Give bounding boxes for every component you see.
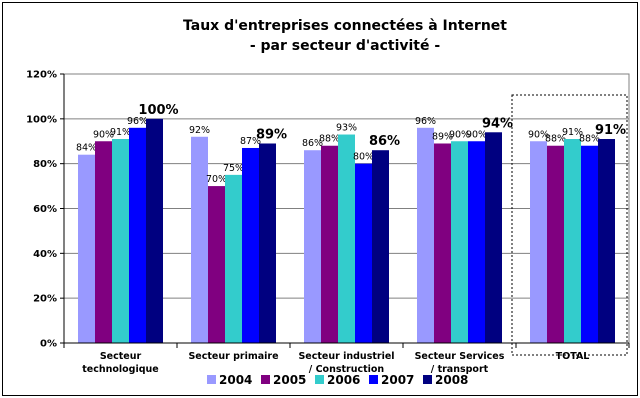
bar [581, 145, 598, 343]
data-label: 89% [256, 127, 287, 142]
y-tick-label: 120% [26, 70, 57, 81]
data-label: 96% [127, 116, 148, 127]
category-label: TOTAL [556, 351, 590, 362]
category-label: Secteur primaire [188, 351, 278, 362]
y-tick-label: 20% [33, 294, 57, 305]
legend-entry: 2005 [273, 373, 306, 387]
y-tick-label: 80% [33, 159, 57, 170]
y-tick-label: 40% [33, 249, 57, 260]
data-label: 94% [482, 116, 513, 131]
bar [129, 127, 146, 343]
bar [417, 127, 434, 343]
bar [451, 141, 468, 343]
bar [78, 154, 95, 343]
bar [321, 145, 338, 343]
chart-title-line1: Taux d'entreprises connectées à Internet [183, 18, 507, 34]
legend-swatch [369, 375, 378, 384]
legend-entry: 2006 [327, 373, 360, 387]
bar [598, 139, 615, 343]
data-label: 90% [93, 129, 114, 140]
data-label: 91% [595, 123, 626, 138]
bar [242, 147, 259, 343]
legend-swatch [261, 375, 270, 384]
bar [547, 145, 564, 343]
bar [208, 186, 225, 343]
bar [338, 134, 355, 343]
bar [304, 150, 321, 343]
legend-swatch [423, 375, 432, 384]
bar [530, 141, 547, 343]
data-label: 93% [336, 123, 357, 134]
legend: 2004 2005 2006 2007 2008 [207, 373, 468, 387]
highlight-box [511, 94, 628, 356]
category-label: Secteur Services [415, 351, 505, 362]
bar [259, 143, 276, 343]
category-label: Secteur [100, 351, 142, 362]
bar [564, 139, 581, 343]
data-label: 86% [302, 138, 323, 149]
data-label: 90% [449, 129, 470, 140]
data-label: 96% [415, 116, 436, 127]
bar [372, 150, 389, 343]
bar [95, 141, 112, 343]
data-label: 91% [110, 127, 131, 138]
legend-entry: 2007 [381, 373, 414, 387]
data-label: 100% [138, 103, 178, 118]
bar [468, 141, 485, 343]
data-label: 92% [189, 125, 210, 136]
bar [355, 163, 372, 343]
data-label: 91% [562, 127, 583, 138]
data-label: 84% [76, 143, 97, 154]
data-label: 88% [319, 134, 340, 145]
data-label: 70% [206, 174, 227, 185]
data-label: 89% [432, 131, 453, 142]
category-label: Secteur industriel [298, 351, 394, 362]
data-label: 90% [528, 129, 549, 140]
data-label: 90% [466, 129, 487, 140]
legend-swatch [315, 375, 324, 384]
bar [434, 143, 451, 343]
data-label: 80% [353, 152, 374, 163]
category-label: technologique [82, 364, 159, 375]
category-label: / Construction [309, 364, 385, 375]
chart-title-line2: - par secteur d'activité - [250, 38, 441, 54]
legend-entry: 2008 [435, 373, 468, 387]
category-label: / transport [431, 364, 489, 375]
legend-swatch [207, 375, 216, 384]
bar [112, 139, 129, 343]
bar [191, 136, 208, 343]
bar [146, 118, 163, 343]
bar [225, 174, 242, 343]
legend-entry: 2004 [219, 373, 252, 387]
y-tick-label: 0% [40, 339, 57, 350]
plot-area: 0%20%40%60%80%100%120%84%92%86%96%90%90%… [26, 70, 630, 375]
y-tick-label: 100% [26, 114, 57, 125]
bar [485, 132, 502, 343]
data-label: 87% [240, 136, 261, 147]
data-label: 75% [223, 163, 244, 174]
data-label: 86% [369, 134, 400, 149]
data-label: 88% [545, 134, 566, 145]
y-tick-label: 60% [33, 204, 57, 215]
data-label: 88% [579, 134, 600, 145]
